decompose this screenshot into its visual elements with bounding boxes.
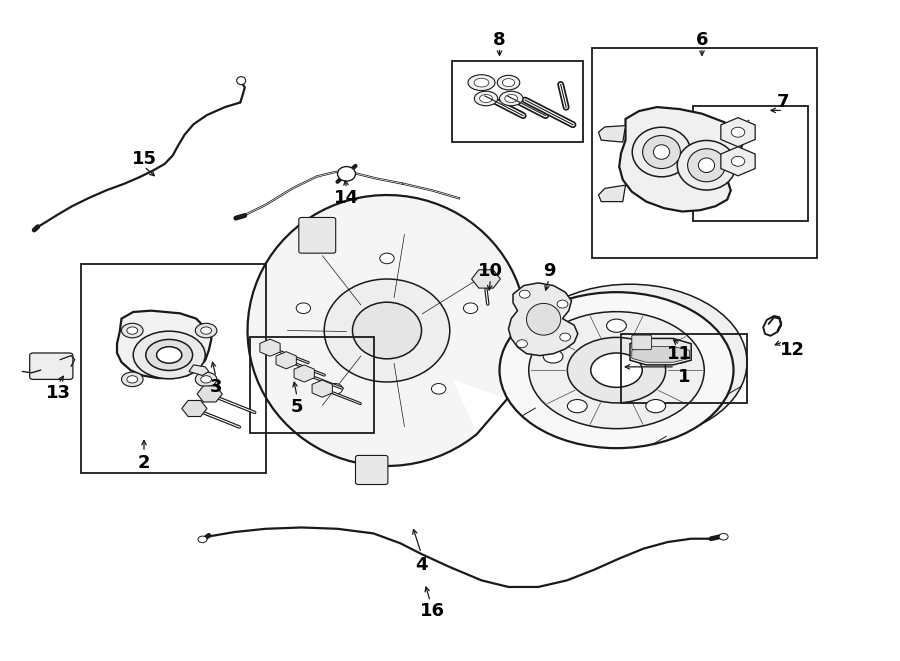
Bar [592,48,817,258]
Ellipse shape [607,319,626,332]
Ellipse shape [324,279,450,382]
Ellipse shape [698,158,715,173]
Ellipse shape [201,375,212,383]
Ellipse shape [557,300,568,308]
Ellipse shape [198,536,207,543]
Text: 10: 10 [478,262,503,280]
Text: 9: 9 [543,262,555,280]
Ellipse shape [480,95,492,102]
Ellipse shape [497,75,520,90]
Ellipse shape [127,375,138,383]
Ellipse shape [195,372,217,387]
Ellipse shape [431,383,446,394]
Ellipse shape [646,399,666,412]
Ellipse shape [474,91,498,106]
Ellipse shape [474,78,489,87]
Bar [452,61,583,142]
Bar [250,337,374,433]
Ellipse shape [380,253,394,264]
Ellipse shape [328,383,343,394]
Ellipse shape [468,75,495,91]
Ellipse shape [127,327,138,334]
Text: 12: 12 [779,341,805,360]
Text: 8: 8 [493,30,506,49]
Ellipse shape [122,323,143,338]
Ellipse shape [643,136,680,169]
Polygon shape [248,195,526,466]
Polygon shape [619,107,742,212]
Ellipse shape [731,157,745,167]
Polygon shape [117,311,212,378]
Ellipse shape [500,292,734,448]
Ellipse shape [353,302,421,359]
Ellipse shape [133,331,205,379]
FancyBboxPatch shape [632,335,652,350]
Text: 14: 14 [334,189,359,208]
Ellipse shape [505,95,518,102]
Ellipse shape [632,127,691,176]
Ellipse shape [237,77,246,85]
Text: 13: 13 [46,384,71,403]
Text: 2: 2 [138,453,150,472]
FancyBboxPatch shape [30,353,73,379]
Ellipse shape [122,372,143,387]
Polygon shape [189,365,209,375]
Text: 15: 15 [131,149,157,168]
Text: 7: 7 [777,93,789,112]
Ellipse shape [731,127,745,137]
Ellipse shape [500,91,523,106]
Polygon shape [598,185,625,202]
Polygon shape [508,283,578,356]
Bar [621,334,747,403]
Bar [693,106,808,221]
Ellipse shape [590,353,643,387]
FancyBboxPatch shape [299,217,336,253]
Ellipse shape [464,303,478,313]
Polygon shape [632,346,689,362]
Ellipse shape [567,337,666,403]
Polygon shape [598,126,625,142]
Ellipse shape [513,284,747,440]
Ellipse shape [296,303,310,313]
Bar [81,264,266,473]
Ellipse shape [544,350,563,363]
Text: 3: 3 [210,377,222,396]
Ellipse shape [201,327,212,334]
Ellipse shape [338,167,356,181]
Ellipse shape [146,340,193,370]
Ellipse shape [502,79,515,87]
Ellipse shape [529,312,704,429]
Ellipse shape [719,533,728,540]
Text: 6: 6 [696,30,708,49]
Ellipse shape [526,303,561,335]
Text: 1: 1 [678,368,690,386]
Ellipse shape [560,333,571,341]
Ellipse shape [677,140,736,190]
Ellipse shape [688,149,725,182]
Ellipse shape [653,145,670,159]
Ellipse shape [567,399,587,412]
Text: 5: 5 [291,397,303,416]
Text: 16: 16 [419,602,445,621]
Ellipse shape [157,346,182,364]
Ellipse shape [519,290,530,298]
Ellipse shape [670,350,689,363]
Polygon shape [630,338,691,365]
Text: 11: 11 [667,344,692,363]
Ellipse shape [517,340,527,348]
FancyBboxPatch shape [356,455,388,485]
Ellipse shape [195,323,217,338]
Text: 4: 4 [415,556,428,574]
